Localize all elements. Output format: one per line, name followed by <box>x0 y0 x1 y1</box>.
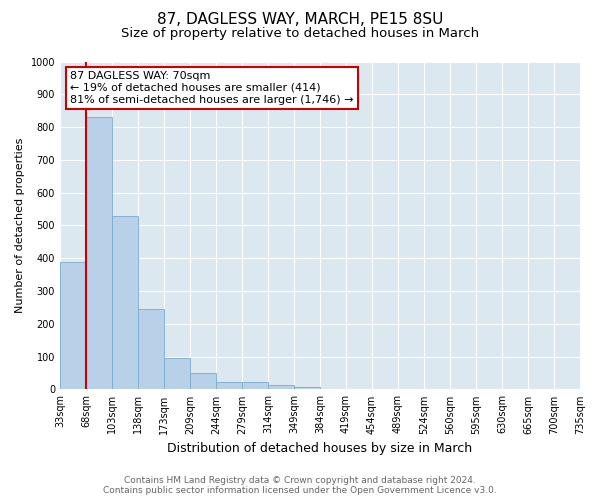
Y-axis label: Number of detached properties: Number of detached properties <box>15 138 25 313</box>
Bar <box>294 387 320 390</box>
Text: Contains HM Land Registry data © Crown copyright and database right 2024.
Contai: Contains HM Land Registry data © Crown c… <box>103 476 497 495</box>
Bar <box>86 117 112 390</box>
Bar <box>112 216 138 390</box>
Text: Size of property relative to detached houses in March: Size of property relative to detached ho… <box>121 28 479 40</box>
Bar <box>138 309 164 390</box>
Bar <box>60 262 86 390</box>
X-axis label: Distribution of detached houses by size in March: Distribution of detached houses by size … <box>167 442 473 455</box>
Bar <box>268 384 294 390</box>
Text: 87 DAGLESS WAY: 70sqm
← 19% of detached houses are smaller (414)
81% of semi-det: 87 DAGLESS WAY: 70sqm ← 19% of detached … <box>70 72 354 104</box>
Bar <box>190 373 216 390</box>
Bar <box>216 382 242 390</box>
Bar <box>164 358 190 390</box>
Bar <box>242 382 268 390</box>
Text: 87, DAGLESS WAY, MARCH, PE15 8SU: 87, DAGLESS WAY, MARCH, PE15 8SU <box>157 12 443 28</box>
